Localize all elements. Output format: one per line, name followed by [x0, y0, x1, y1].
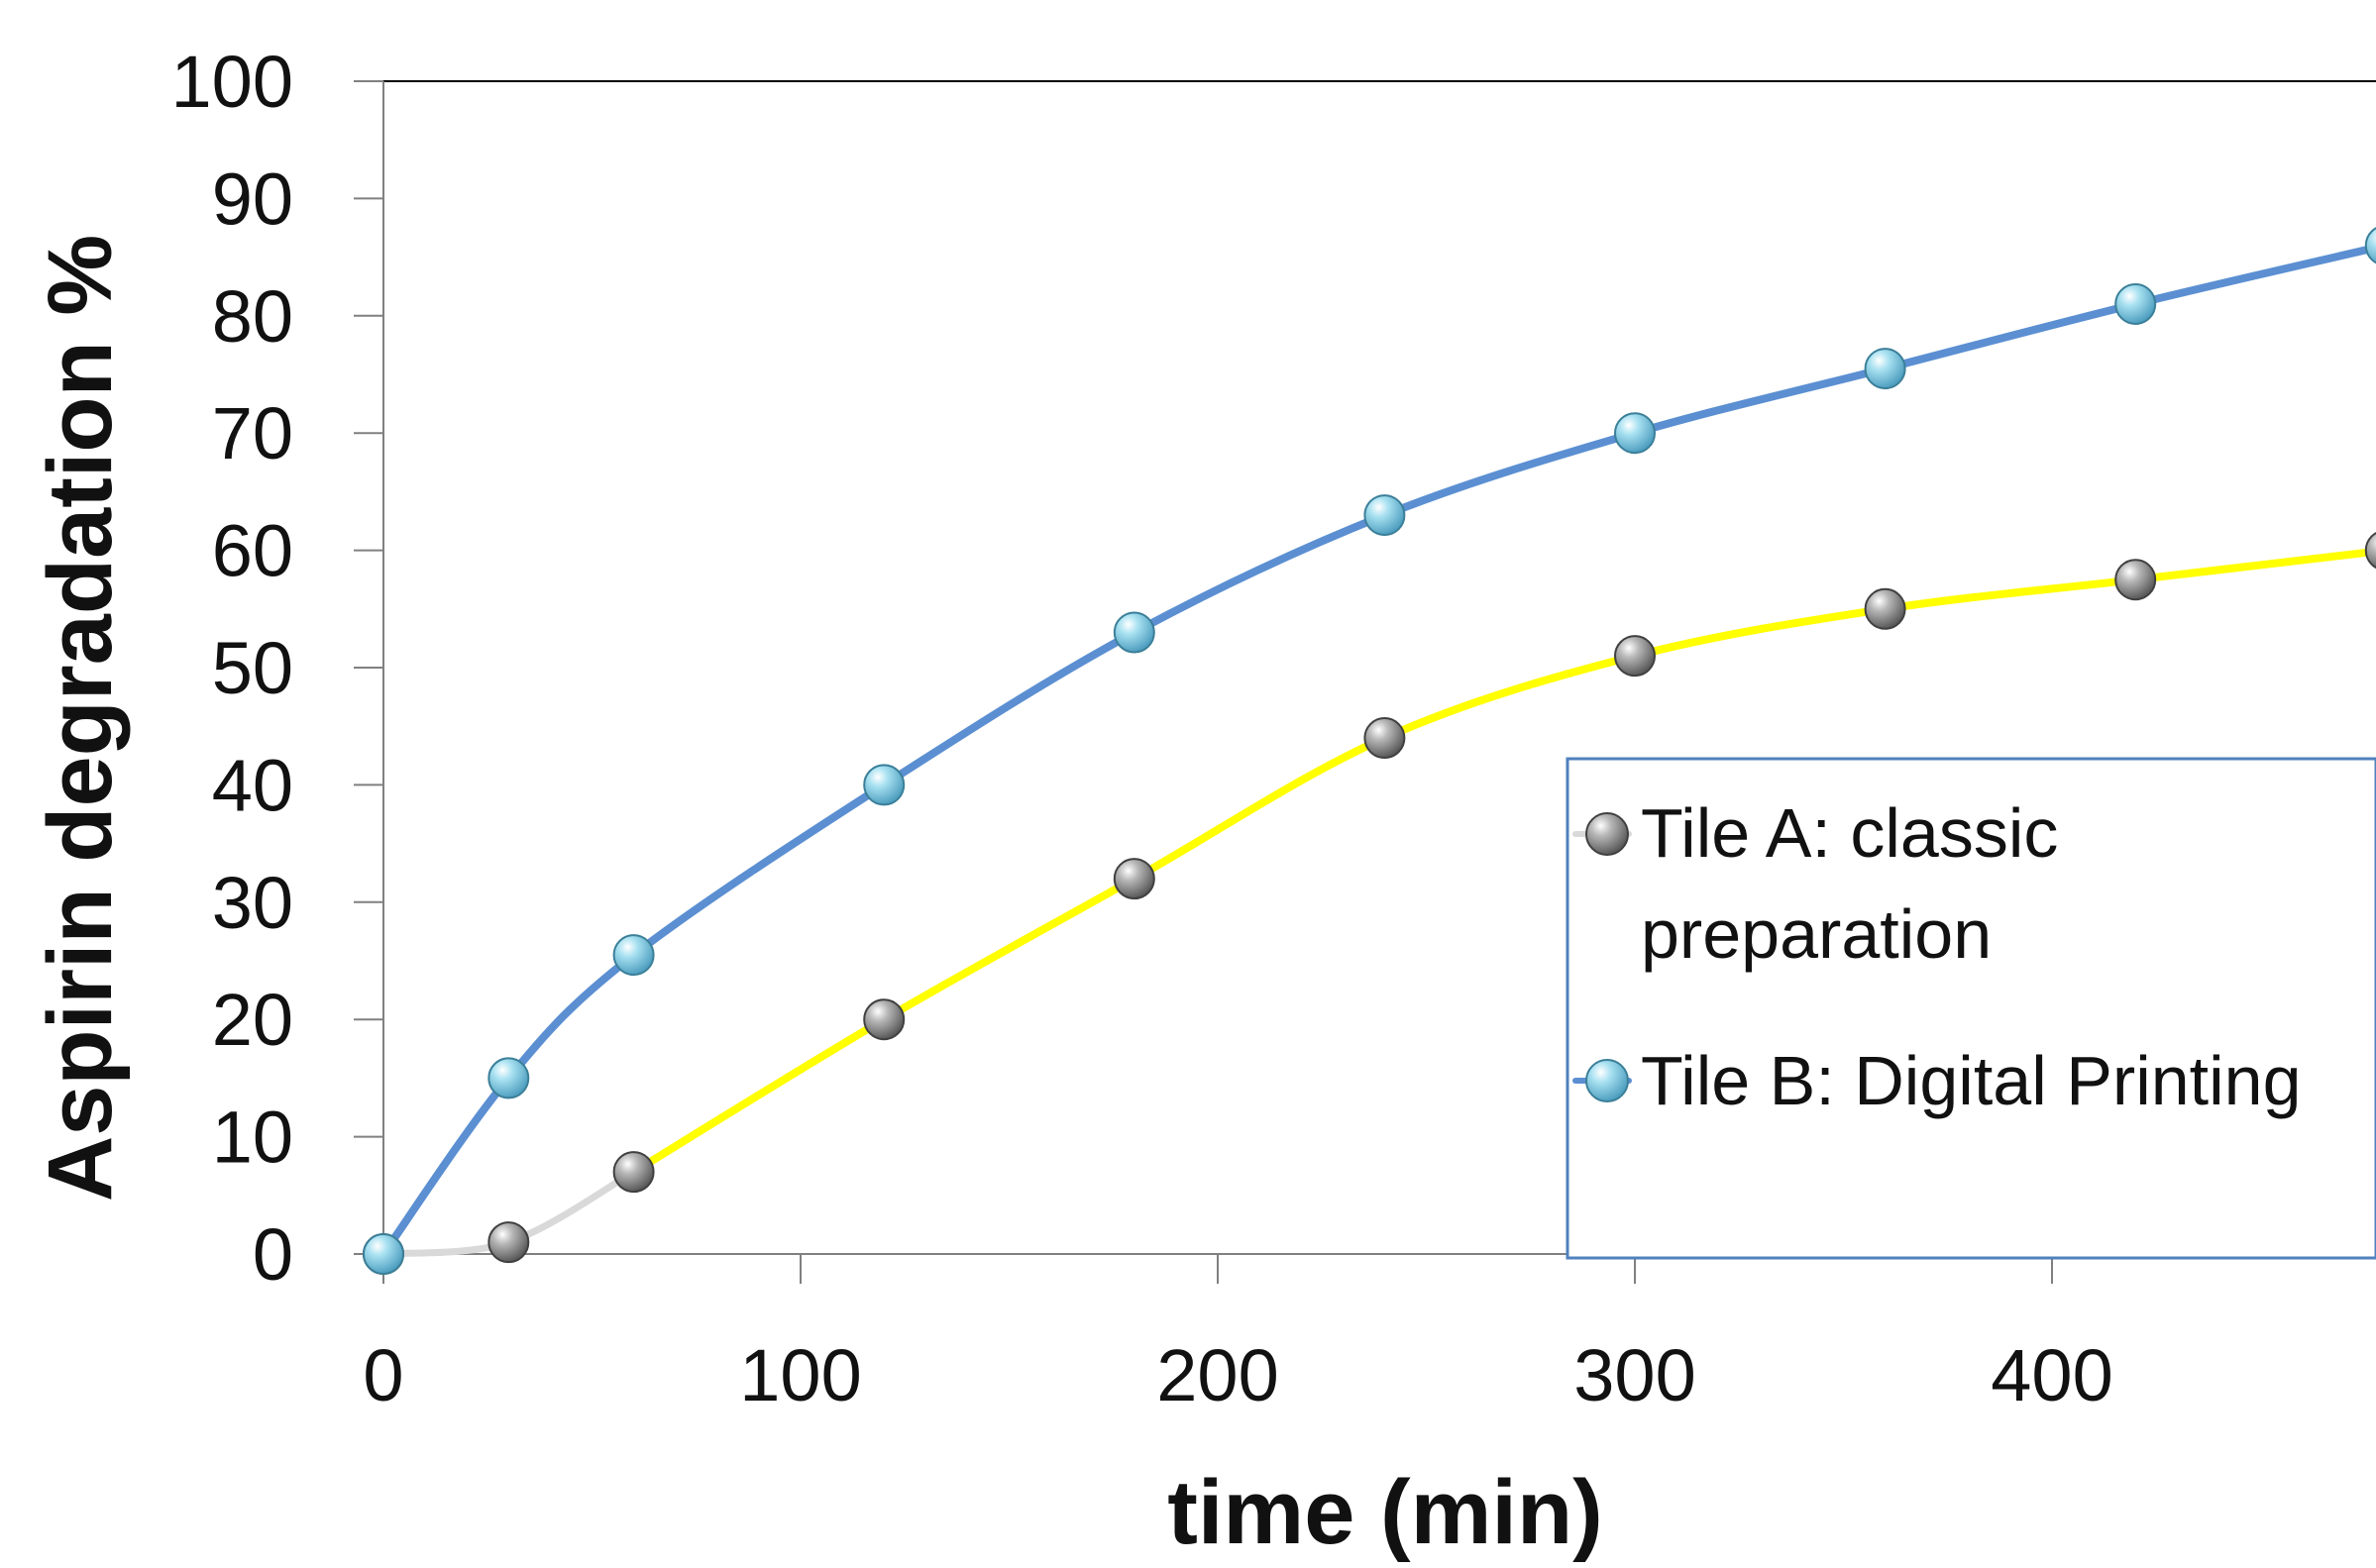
y-tick-label: 10 — [212, 1097, 293, 1179]
y-tick-label: 50 — [212, 627, 293, 709]
y-tick-label: 90 — [212, 157, 293, 240]
tile-a-point — [1113, 858, 1155, 900]
x-tick-label: 400 — [1991, 1334, 2112, 1416]
legend-label-1-1: Tile B: Digital Printing — [1641, 1042, 2302, 1119]
axes-layer: 0 10 20 30 40 50 60 70 80 90 100 0 100 200 300 400 — [171, 41, 2376, 1416]
x-tick-label: 200 — [1156, 1334, 1278, 1416]
tile-b-point — [363, 1233, 404, 1275]
legend-marker-0 — [1585, 812, 1629, 856]
legend-label-0-2: preparation — [1641, 895, 1992, 973]
tile-a-point — [487, 1221, 530, 1264]
tile-a-point — [1363, 717, 1406, 760]
legend-box — [1566, 757, 2376, 1260]
tile-a-point — [1614, 635, 1656, 678]
tile-b-point — [1363, 494, 1406, 537]
y-tick-label: 60 — [212, 510, 293, 592]
tile-b-point — [2364, 227, 2376, 264]
legend-label-0-1: Tile A: classic — [1641, 794, 2058, 872]
legend-marker-1 — [1585, 1059, 1629, 1102]
x-tick-label: 0 — [363, 1334, 403, 1416]
x-axis-title: time (min) — [1167, 1462, 1603, 1563]
legend-layer: Tile A: classic preparation Tile B: Digita… — [1566, 757, 2376, 1260]
tile-b-point — [1864, 348, 1906, 390]
tile-b-point — [1614, 412, 1656, 455]
y-tick-label: 80 — [212, 275, 293, 358]
tile-a-point — [612, 1151, 655, 1194]
tile-b-point — [612, 934, 655, 977]
tile-b-point — [863, 764, 906, 806]
y-tick-label: 30 — [212, 862, 293, 944]
x-tick-label: 100 — [739, 1334, 861, 1416]
y-tick-label: 40 — [212, 744, 293, 826]
tile-b-point — [2114, 282, 2157, 325]
tile-a-point — [2364, 532, 2376, 570]
y-axis-title: Aspirin degradation % — [30, 235, 131, 1202]
y-tick-label: 0 — [253, 1213, 293, 1296]
y-tick-label: 20 — [212, 979, 293, 1061]
tile-a-point — [2114, 559, 2157, 601]
y-tick-label: 100 — [171, 41, 293, 123]
y-tick-label: 70 — [212, 392, 293, 474]
series-layer — [363, 227, 2376, 1275]
series-tile-b-line — [379, 243, 2376, 1258]
tile-a-point — [1864, 587, 1906, 630]
series-tile-a-line — [629, 547, 2376, 1177]
x-tick-label: 300 — [1573, 1334, 1695, 1416]
tile-b-point — [1113, 611, 1155, 654]
tile-b-point — [487, 1057, 530, 1099]
tile-a-point — [863, 998, 906, 1041]
